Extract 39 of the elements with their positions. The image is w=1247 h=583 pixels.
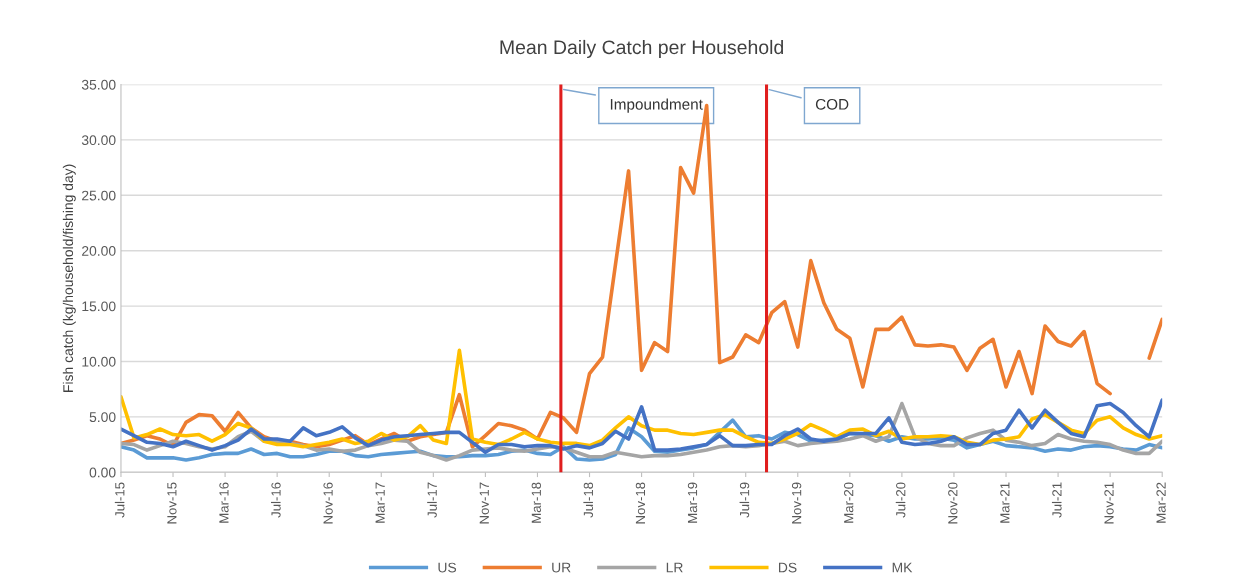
x-tick-label: Mar-20 — [844, 482, 854, 523]
x-tick-label: Jul-18 — [583, 482, 594, 518]
x-tick-label: Nov-16 — [323, 482, 333, 524]
x-tick-label: Nov-15 — [167, 482, 177, 524]
chart-title: Mean Daily Catch per Household — [500, 39, 783, 59]
y-tick-label: 15.00 — [82, 301, 116, 312]
y-tick-label: 0.00 — [89, 467, 116, 478]
x-tick-label: Mar-21 — [1000, 482, 1010, 523]
x-tick-label: Mar-19 — [687, 482, 698, 523]
y-tick-label: 20.00 — [82, 246, 116, 256]
x-tick-label: Nov-18 — [635, 482, 646, 524]
x-tick-label: Jul-15 — [114, 482, 125, 518]
y-axis-title: Fish catch (kg/household/fishing day) — [62, 164, 76, 392]
y-tick-label: 5.00 — [89, 412, 116, 423]
legend-label: LR — [666, 562, 683, 573]
x-tick-label: Jul-19 — [739, 482, 750, 518]
legend-label: US — [438, 562, 457, 573]
y-tick-label: 10.00 — [82, 356, 116, 367]
x-tick-label: Jul-20 — [895, 482, 906, 518]
y-tick-label: 35.00 — [81, 79, 116, 90]
x-tick-label: Mar-18 — [531, 482, 541, 523]
y-tick-label: 30.00 — [81, 135, 116, 146]
ref-line-label: Impoundment — [610, 98, 703, 113]
x-tick-label: Nov-20 — [948, 482, 958, 524]
x-tick-label: Jul-21 — [1051, 482, 1062, 518]
ref-line-label: COD — [815, 98, 849, 110]
legend-label: MK — [892, 562, 913, 573]
y-tick-label: 25.00 — [82, 190, 116, 201]
line-series — [120, 398, 1163, 455]
x-tick-label: Mar-17 — [375, 482, 385, 523]
x-tick-label: Nov-21 — [1104, 482, 1114, 524]
x-tick-label: Jul-16 — [271, 482, 281, 518]
legend-label: DS — [778, 562, 797, 573]
x-tick-label: Mar-16 — [219, 482, 229, 523]
legend-label: UR — [552, 562, 571, 573]
x-tick-label: Jul-17 — [427, 482, 437, 518]
x-tick-label: Mar-22 — [1156, 482, 1166, 523]
x-tick-label: Nov-17 — [479, 482, 489, 524]
x-tick-label: Nov-19 — [791, 482, 802, 524]
